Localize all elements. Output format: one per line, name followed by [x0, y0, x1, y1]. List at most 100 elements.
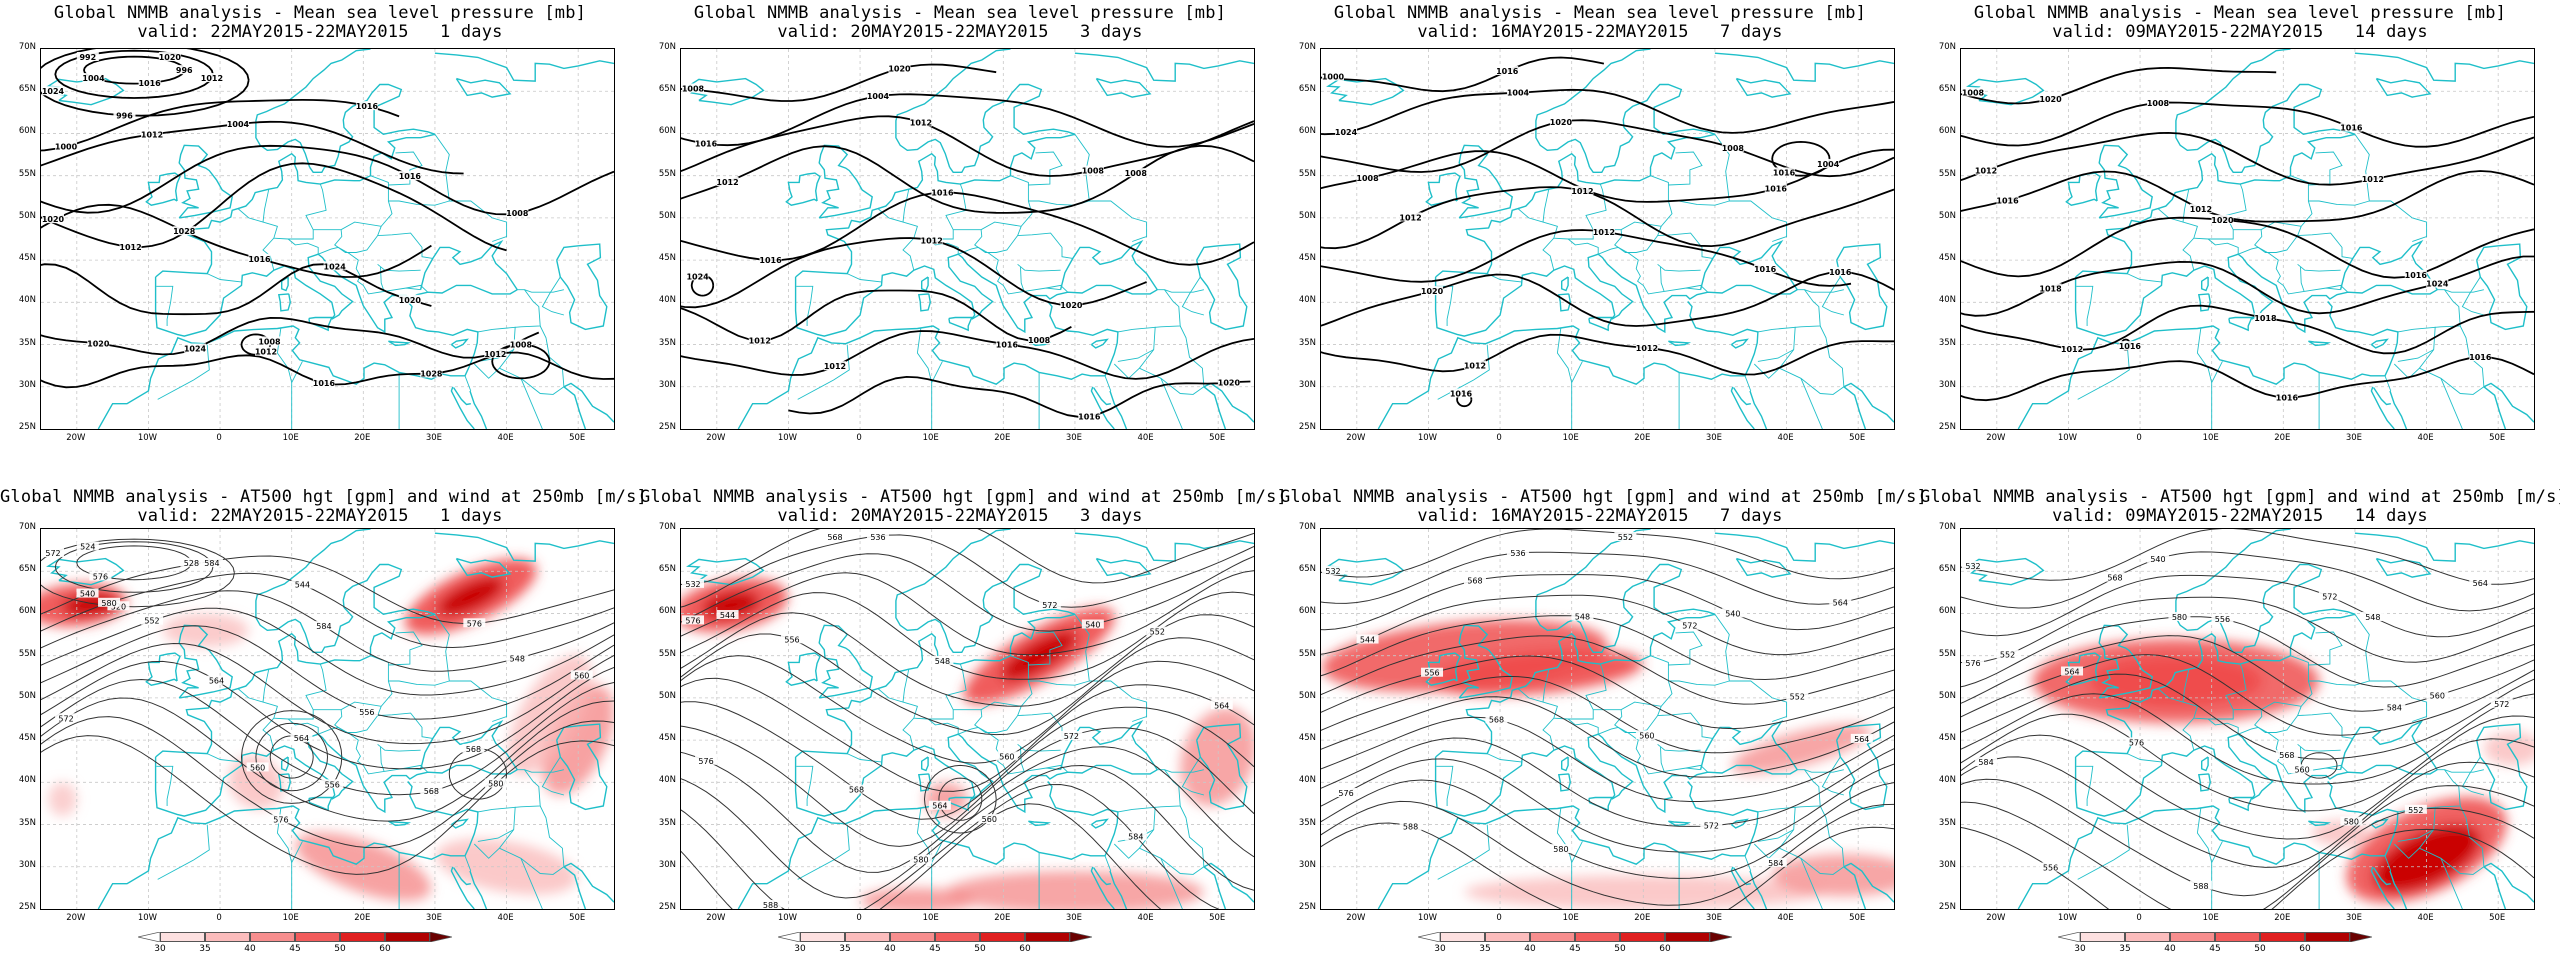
isoline-label: 1008 [1722, 144, 1745, 153]
isoline [1961, 551, 2534, 612]
lon-tick-label: 30E [1065, 913, 1083, 923]
graticule [41, 49, 614, 429]
lon-tick-label: 10E [1562, 433, 1579, 443]
isoline [681, 553, 1254, 632]
lat-tick-label: 70N [18, 522, 36, 532]
colorbar-label: 60 [1019, 944, 1031, 954]
colorbar-swatch [2080, 932, 2125, 942]
isoline-label: 560 [999, 752, 1014, 761]
isoline [1321, 737, 1894, 827]
isoline-label: 544 [295, 581, 310, 590]
lon-tick-label: 10E [282, 433, 299, 443]
isoline-label: 576 [2129, 738, 2144, 747]
graticule [1321, 529, 1894, 909]
lat-tick-label: 35N [18, 817, 36, 828]
lat-tick-label: 40N [658, 295, 676, 306]
isoline-label: 564 [932, 802, 947, 811]
isoline-label: 556 [1424, 669, 1439, 678]
isolines [681, 63, 1254, 418]
lat-tick-label: 45N [658, 733, 676, 744]
wind-colorbar: 30 35 40 45 50 60 [138, 930, 500, 958]
isoline-label: 576 [1338, 789, 1353, 798]
lat-tick-label: 30N [1298, 379, 1316, 390]
lat-tick-label: 55N [18, 168, 36, 179]
isoline-label: 1012 [484, 350, 506, 359]
lat-tick-label: 30N [658, 859, 676, 870]
lat-tick-label: 70N [1298, 522, 1316, 532]
lon-tick-label: 20W [1346, 913, 1366, 923]
colorbar-label: 60 [2299, 944, 2311, 954]
map-panel-z500-14d: Global NMMB analysis - AT500 hgt [gpm] a… [1920, 480, 2560, 960]
isoline-label: 588 [763, 901, 778, 909]
isoline [1321, 758, 1894, 853]
isoline-label: 1012 [201, 74, 223, 83]
lon-tick-label: 10W [2057, 913, 2078, 923]
lon-tick-label: 20W [66, 913, 86, 923]
isoline-label: 548 [1575, 613, 1590, 622]
isoline [41, 735, 614, 875]
isoline-label: 568 [424, 787, 439, 796]
isoline [1321, 119, 1894, 178]
isoline-label: 564 [1833, 598, 1848, 607]
lon-tick-label: 40E [2417, 433, 2434, 443]
isoline-label: 572 [58, 714, 73, 723]
jet-core [1001, 631, 1077, 681]
isoline-label: 1020 [399, 296, 422, 305]
isoline-label: 992 [79, 53, 96, 62]
graticule [1321, 49, 1894, 429]
isoline [41, 144, 614, 216]
lon-tick-label: 10E [282, 913, 299, 923]
panel-title-line1: Global NMMB analysis - Mean sea level pr… [1333, 3, 1867, 23]
isoline-label: 1016 [1765, 185, 1788, 194]
lat-tick-label: 60N [1938, 606, 1956, 617]
isoline [681, 529, 1254, 586]
lat-tick-label: 70N [658, 42, 676, 52]
isoline-label: 584 [2387, 703, 2402, 712]
isoline-label: 1016 [2276, 394, 2299, 403]
lon-tick-label: 10W [777, 913, 798, 923]
isoline [1961, 216, 2534, 279]
isoline-label: 1008 [506, 209, 529, 218]
lat-tick-label: 60N [1298, 606, 1316, 617]
map-panel-z500-3d: Global NMMB analysis - AT500 hgt [gpm] a… [640, 480, 1287, 960]
map-plot-area: 1008 1004 1008 1012 1016 1020 1012 1016 1020 1024… [680, 48, 1255, 430]
isoline-label: 560 [250, 763, 265, 772]
lon-tick-label: 30E [1705, 433, 1723, 443]
panel-title-line1: Global NMMB analysis - AT500 hgt [gpm] a… [640, 487, 1287, 507]
lon-tick-label: 10E [1562, 913, 1579, 923]
lat-tick-label: 65N [1298, 564, 1316, 575]
isoline [255, 722, 328, 792]
lat-tick-label: 40N [1298, 775, 1316, 786]
isoline-label: 1012 [2190, 205, 2212, 214]
colorbar-label: 60 [379, 944, 391, 954]
isoline-label: 1012 [921, 236, 943, 245]
lat-tick-label: 25N [658, 902, 676, 912]
isoline-label: 1028 [173, 227, 196, 236]
lat-tick-label: 30N [18, 859, 36, 870]
isoline-label: 1016 [759, 256, 782, 265]
lon-tick-label: 50E [1849, 433, 1866, 443]
isoline-label: 584 [204, 559, 219, 568]
isoline-label: 1012 [824, 362, 846, 371]
isoline-label: 1012 [1593, 228, 1615, 237]
isoline-label: 1016 [996, 340, 1019, 349]
lat-tick-label: 40N [1938, 295, 1956, 306]
lat-tick-label: 65N [18, 84, 36, 95]
jet-core [48, 782, 77, 817]
isoline-label: 1008 [1125, 169, 1148, 178]
isoline-label: 1016 [399, 172, 422, 181]
colorbar-swatch [1665, 932, 1710, 942]
lat-tick-label: 35N [1298, 817, 1316, 828]
lon-tick-label: 10E [2202, 433, 2219, 443]
isoline-label: 1018 [2039, 284, 2062, 293]
lat-tick-label: 35N [658, 337, 676, 348]
lat-tick-label: 60N [1938, 126, 1956, 137]
jet-core [437, 577, 504, 616]
isoline [1321, 779, 1894, 879]
lon-tick-label: 10W [2057, 433, 2078, 443]
colorbar-swatch [295, 932, 340, 942]
isoline [1321, 594, 1894, 656]
lat-tick-label: 55N [1938, 168, 1956, 179]
isoline-label: 580 [1553, 845, 1568, 854]
colorbar-swatch [1575, 932, 1620, 942]
